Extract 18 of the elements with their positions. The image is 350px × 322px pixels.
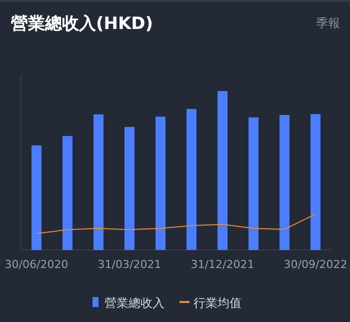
x-tick-label: 31/03/2021 — [98, 258, 162, 271]
bar — [156, 116, 166, 250]
bar — [280, 115, 290, 250]
legend-label: 營業總收入 — [104, 296, 164, 310]
x-tick-label: 30/06/2020 — [4, 258, 68, 271]
x-tick-label: 31/12/2021 — [190, 258, 254, 271]
bar — [248, 117, 258, 250]
x-tick-label: 30/09/2022 — [284, 258, 348, 271]
bar — [94, 114, 104, 250]
bar — [186, 108, 196, 250]
chart-title: 營業總收入(HKD) — [11, 14, 154, 34]
bar — [124, 126, 134, 250]
bar — [62, 136, 72, 250]
bar — [310, 114, 320, 250]
bar — [218, 91, 228, 250]
bar — [32, 145, 42, 250]
chart-subtitle: 季報 — [316, 16, 340, 30]
legend-label: 行業均值 — [194, 296, 242, 310]
